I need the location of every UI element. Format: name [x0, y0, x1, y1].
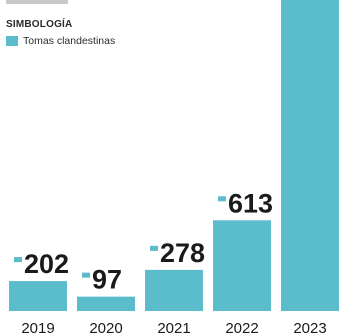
data-label-marker-2021: [150, 246, 158, 251]
data-label-marker-2022: [218, 196, 226, 201]
data-label-2020: 97: [92, 265, 122, 295]
bar-2021: [145, 270, 203, 311]
bar-2020: [77, 297, 135, 311]
x-tick-2019: 2019: [21, 320, 54, 336]
data-label-marker-2020: [82, 273, 90, 278]
x-tick-2020: 2020: [89, 320, 122, 336]
x-tick-2023: 2023: [293, 320, 326, 336]
data-label-2019: 202: [24, 249, 69, 279]
x-tick-2022: 2022: [225, 320, 258, 336]
bar-2019: [9, 281, 67, 311]
bar-2022: [213, 220, 271, 311]
data-label-2021: 278: [160, 238, 205, 268]
x-tick-labels-group: 2019 2020 2021 2022 2023: [21, 320, 326, 336]
bar-2023: [281, 0, 339, 311]
data-label-marker-2019: [14, 257, 22, 262]
data-label-2022: 613: [228, 188, 273, 218]
x-tick-2021: 2021: [157, 320, 190, 336]
